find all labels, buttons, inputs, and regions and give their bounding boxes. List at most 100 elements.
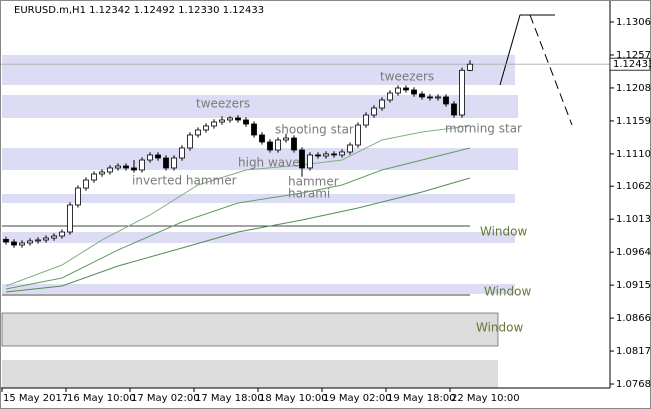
annotation: harami <box>288 187 330 201</box>
candle-body <box>267 141 273 151</box>
candle-body <box>331 153 337 156</box>
y-tick-label: 1.13060 <box>616 17 651 28</box>
candle-body <box>91 173 97 181</box>
candle-body <box>227 117 233 121</box>
zone <box>2 194 515 203</box>
window-label: Window <box>476 321 524 335</box>
candle-body <box>11 241 17 246</box>
y-tick-label: 1.11100 <box>616 149 651 160</box>
candle-body <box>155 154 161 159</box>
candle-body <box>3 238 9 243</box>
x-tick-label: 19 May 18:00 <box>387 393 456 404</box>
candle-body <box>187 134 193 149</box>
candle-body <box>179 147 185 159</box>
annotation: morning star <box>445 122 522 136</box>
y-tick-label: 1.07680 <box>616 379 651 390</box>
candle-body <box>379 99 385 109</box>
candle-body <box>19 242 25 246</box>
y-tick-label: 1.08170 <box>616 346 651 357</box>
candle-body <box>323 153 329 157</box>
y-tick-label: 1.08660 <box>616 313 651 324</box>
candle-body <box>123 165 129 169</box>
zone <box>2 55 515 85</box>
candle-body <box>251 123 257 136</box>
candle-body <box>467 63 473 71</box>
moving-average <box>5 124 471 287</box>
forecast <box>499 14 573 126</box>
forecast-line <box>499 14 555 86</box>
candle-body <box>83 179 89 189</box>
candle-body <box>395 87 401 94</box>
candle-body <box>163 157 169 169</box>
candle-body <box>299 149 305 169</box>
y-tick-label: 1.11590 <box>616 116 651 127</box>
header: EURUSD.m,H1 1.12342 1.12492 1.12330 1.12… <box>14 5 264 16</box>
zone <box>2 95 518 118</box>
candle-body <box>419 93 425 98</box>
candle-body <box>219 119 225 123</box>
candle-body <box>35 239 41 242</box>
candle-body <box>459 69 465 116</box>
zone <box>2 232 515 243</box>
window-label: Window <box>484 285 532 299</box>
x-tick-label: 16 May 10:00 <box>67 393 136 404</box>
candle-body <box>27 240 33 244</box>
candle-body <box>75 187 81 206</box>
y-tick-label: 1.12570 <box>616 50 651 61</box>
zone <box>2 360 498 388</box>
candle-body <box>339 151 345 156</box>
candle-body <box>355 124 361 146</box>
candle-body <box>283 137 289 141</box>
candle-body <box>315 154 321 157</box>
annotation: shooting star <box>275 123 354 137</box>
candle-body <box>307 154 313 169</box>
candle-body <box>275 139 281 151</box>
annotation: inverted hammer <box>132 174 237 188</box>
x-tick-label: 22 May 10:00 <box>451 393 520 404</box>
candle-body <box>67 204 73 233</box>
candle-body <box>427 96 433 99</box>
candle-body <box>115 165 121 169</box>
candle-body <box>363 114 369 126</box>
candle-body <box>235 117 241 121</box>
price-label: 1.12433 <box>613 59 651 70</box>
zone <box>2 148 518 170</box>
window-label: Window <box>480 225 528 239</box>
x-tick-label: 19 May 02:00 <box>323 393 392 404</box>
candle-body <box>195 129 201 136</box>
x-tick-label: 17 May 02:00 <box>131 393 200 404</box>
candle-body <box>451 103 457 116</box>
candle-body <box>99 171 105 175</box>
candle-body <box>443 96 449 105</box>
zone <box>2 284 515 294</box>
candle-body <box>259 134 265 143</box>
y-tick-label: 1.09640 <box>616 247 651 258</box>
candle-body <box>347 144 353 153</box>
candle-body <box>387 92 393 101</box>
x-tick-label: 15 May 2017 <box>3 393 68 404</box>
x-tick-label: 17 May 18:00 <box>195 393 264 404</box>
y-tick-label: 1.10620 <box>616 181 651 192</box>
candle-body <box>139 159 145 171</box>
zone <box>1 312 499 347</box>
price-label-box <box>609 57 651 71</box>
candle-body <box>147 154 153 161</box>
candle-body <box>203 125 209 131</box>
y-tick-label: 1.12080 <box>616 83 651 94</box>
candle-body <box>131 167 137 171</box>
candle-body <box>403 87 409 91</box>
moving-average <box>5 147 471 290</box>
y-tick-label: 1.10130 <box>616 214 651 225</box>
candle-body <box>107 167 113 173</box>
annotation: high wave <box>238 156 300 170</box>
y-tick-label: 1.09150 <box>616 280 651 291</box>
candle-body <box>171 157 177 169</box>
candle-body <box>43 237 49 241</box>
candle-body <box>291 137 297 151</box>
x-tick-label: 18 May 10:00 <box>259 393 328 404</box>
candle-body <box>51 235 57 239</box>
zones <box>1 55 518 388</box>
moving-average <box>5 177 471 293</box>
annotation: hammer <box>288 175 339 189</box>
